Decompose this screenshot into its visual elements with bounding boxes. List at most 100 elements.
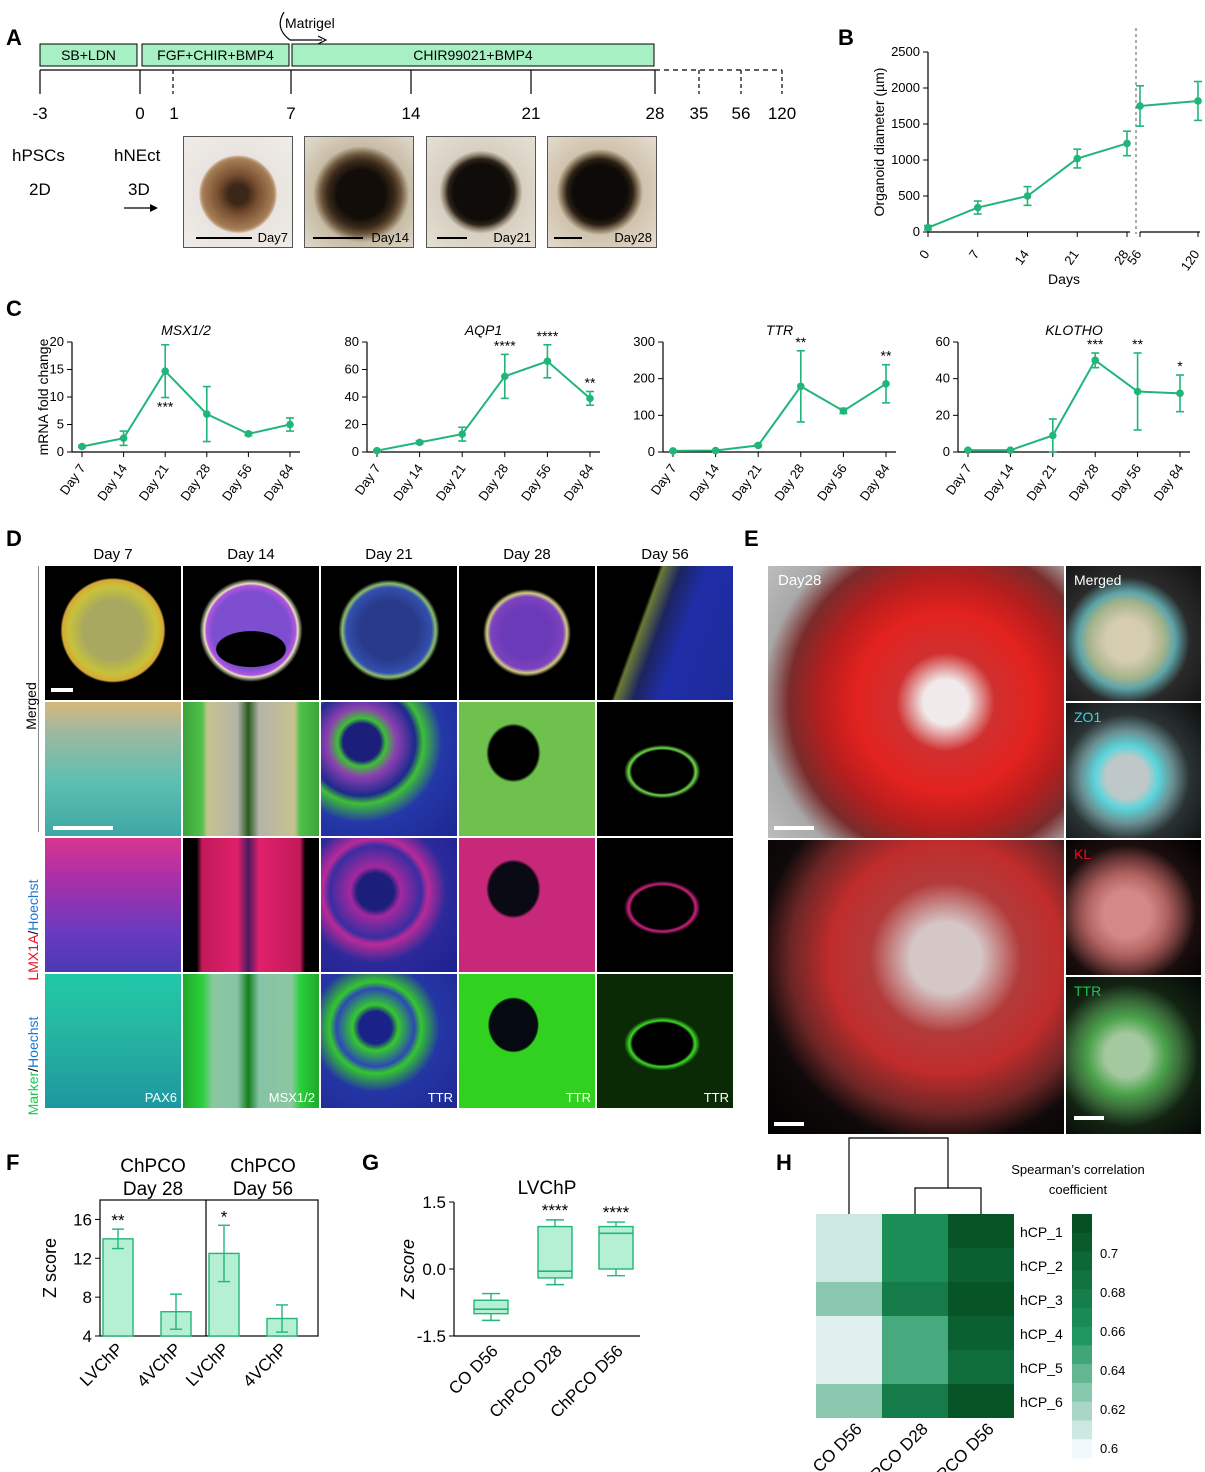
colorbar-tick-label: 0.6 [1100, 1441, 1118, 1456]
colorbar-step [1072, 1214, 1092, 1234]
d-r1-c2 [183, 566, 319, 700]
box [473, 1299, 509, 1315]
group-title: Day 56 [233, 1179, 293, 1200]
series-line [376, 360, 591, 452]
d-r4-c3: TTR [321, 974, 457, 1108]
x-tick-label: Day 28 [1066, 461, 1102, 503]
bar [160, 1311, 192, 1337]
significance-stars: ** [1132, 336, 1143, 352]
brightfield-day7: Day7 [183, 136, 293, 248]
chart-title: LVChP [518, 1178, 577, 1199]
e-large-top: Day28 [768, 566, 1064, 838]
y-axis-title: mRNA fold change [35, 338, 51, 455]
y-tick-label: 1500 [891, 116, 920, 131]
row-label: hCP_1 [1020, 1224, 1063, 1240]
y-tick-label: 15 [50, 362, 64, 377]
colorbar-step [1072, 1307, 1092, 1328]
colorbar-step [1072, 1364, 1092, 1384]
brightfield-day28: Day28 [547, 136, 657, 248]
data-point [839, 407, 848, 415]
data-point [373, 446, 381, 455]
y-tick-label: 16 [73, 1210, 92, 1229]
d-r1-c3 [321, 566, 457, 700]
x-tick-label: 120 [1178, 247, 1203, 273]
marker-label: MSX1/2 [268, 1090, 315, 1105]
e-day-label: Day28 [778, 572, 822, 589]
x-tick-label: 28 [1111, 247, 1132, 267]
x-tick-label: Day 21 [729, 461, 765, 503]
significance-stars: * [1177, 358, 1183, 374]
heatmap-cell [948, 1282, 1014, 1316]
d-r2-c4 [459, 702, 595, 836]
d-column-headers: Day 7 Day 14 Day 21 Day 28 Day 56 [45, 546, 733, 566]
bar [266, 1317, 298, 1337]
bar [102, 1238, 134, 1337]
significance-stars: ** [585, 375, 596, 391]
group-title: ChPCO [120, 1156, 185, 1177]
y-axis-title: Organoid diameter (µm) [871, 68, 887, 217]
plot-frame [99, 1199, 319, 1337]
colorbar-tick-label: 0.68 [1100, 1285, 1125, 1300]
x-tick-label: Day 28 [475, 461, 511, 503]
colorbar-step [1072, 1382, 1092, 1403]
row-label: hCP_6 [1020, 1394, 1063, 1410]
y-tick-label: 60 [345, 362, 359, 377]
marker-label: TTR [565, 1090, 591, 1105]
x-tick-label: 21 [1061, 247, 1082, 267]
colorbar-step [1072, 1232, 1092, 1253]
y-tick-label: 0 [648, 444, 655, 459]
data-point [286, 420, 294, 429]
x-tick-label: Day 56 [814, 461, 850, 503]
data-point [415, 438, 424, 447]
x-tick-label: 4VChP [239, 1339, 291, 1391]
dendrogram-branch [914, 1187, 982, 1214]
x-tick-label: LVChP [182, 1339, 233, 1390]
panel-letter-e: E [744, 526, 759, 551]
day-tick: 0 [135, 104, 144, 123]
y-tick-label: -1.5 [417, 1327, 446, 1346]
d-r3-c2 [183, 838, 319, 972]
hnect-label: hNEct [114, 146, 161, 165]
x-tick-label: ChPCO D28 [486, 1341, 566, 1421]
colorbar-step [1072, 1270, 1092, 1290]
e-channel-label: Merged [1074, 572, 1122, 588]
stage-label-1: SB+LDN [61, 47, 116, 63]
x-tick-label: Day 28 [771, 461, 807, 503]
y-tick-label: 4 [83, 1327, 92, 1346]
data-point [1049, 431, 1057, 440]
hoechst-text: Hoechst [25, 879, 41, 931]
d-r3-c5 [597, 838, 733, 972]
data-point [1073, 154, 1082, 163]
lmx-text: LMX1A [25, 934, 41, 981]
chart-title: AQP1 [464, 322, 502, 338]
label-2d: 2D [29, 180, 51, 199]
data-point [244, 430, 253, 438]
column-label: CO D56 [809, 1419, 866, 1472]
e-large-bottom [768, 840, 1064, 1134]
colorbar-step [1072, 1289, 1092, 1309]
y-tick-label: 20 [936, 407, 950, 422]
stage-box-2 [141, 43, 290, 67]
data-point [1023, 192, 1032, 200]
stage-label-2: FGF+CHIR+BMP4 [157, 47, 274, 63]
bar [208, 1252, 240, 1337]
significance-stars: *** [157, 399, 174, 415]
d-r3-c4 [459, 838, 595, 972]
colorbar-tick-label: 0.64 [1100, 1363, 1125, 1378]
data-point [1136, 102, 1144, 110]
x-tick-label: Day 14 [686, 461, 722, 503]
y-tick-label: 12 [73, 1249, 92, 1268]
heatmap-cell [882, 1214, 948, 1248]
d-r4-c2: MSX1/2 [183, 974, 319, 1108]
x-tick-label: 4VChP [133, 1339, 185, 1391]
series-line [927, 142, 1128, 229]
x-tick-label: Day 14 [981, 461, 1017, 503]
heatmap-cell [816, 1214, 882, 1248]
d-r4-c1: PAX6 [45, 974, 181, 1108]
x-tick-label: Day 56 [219, 461, 255, 503]
heatmap-cell [948, 1384, 1014, 1418]
x-tick-label: Day 84 [857, 461, 893, 503]
x-tick-label: Day 84 [261, 461, 297, 503]
data-point [203, 410, 211, 418]
significance-stars: ** [881, 348, 892, 364]
